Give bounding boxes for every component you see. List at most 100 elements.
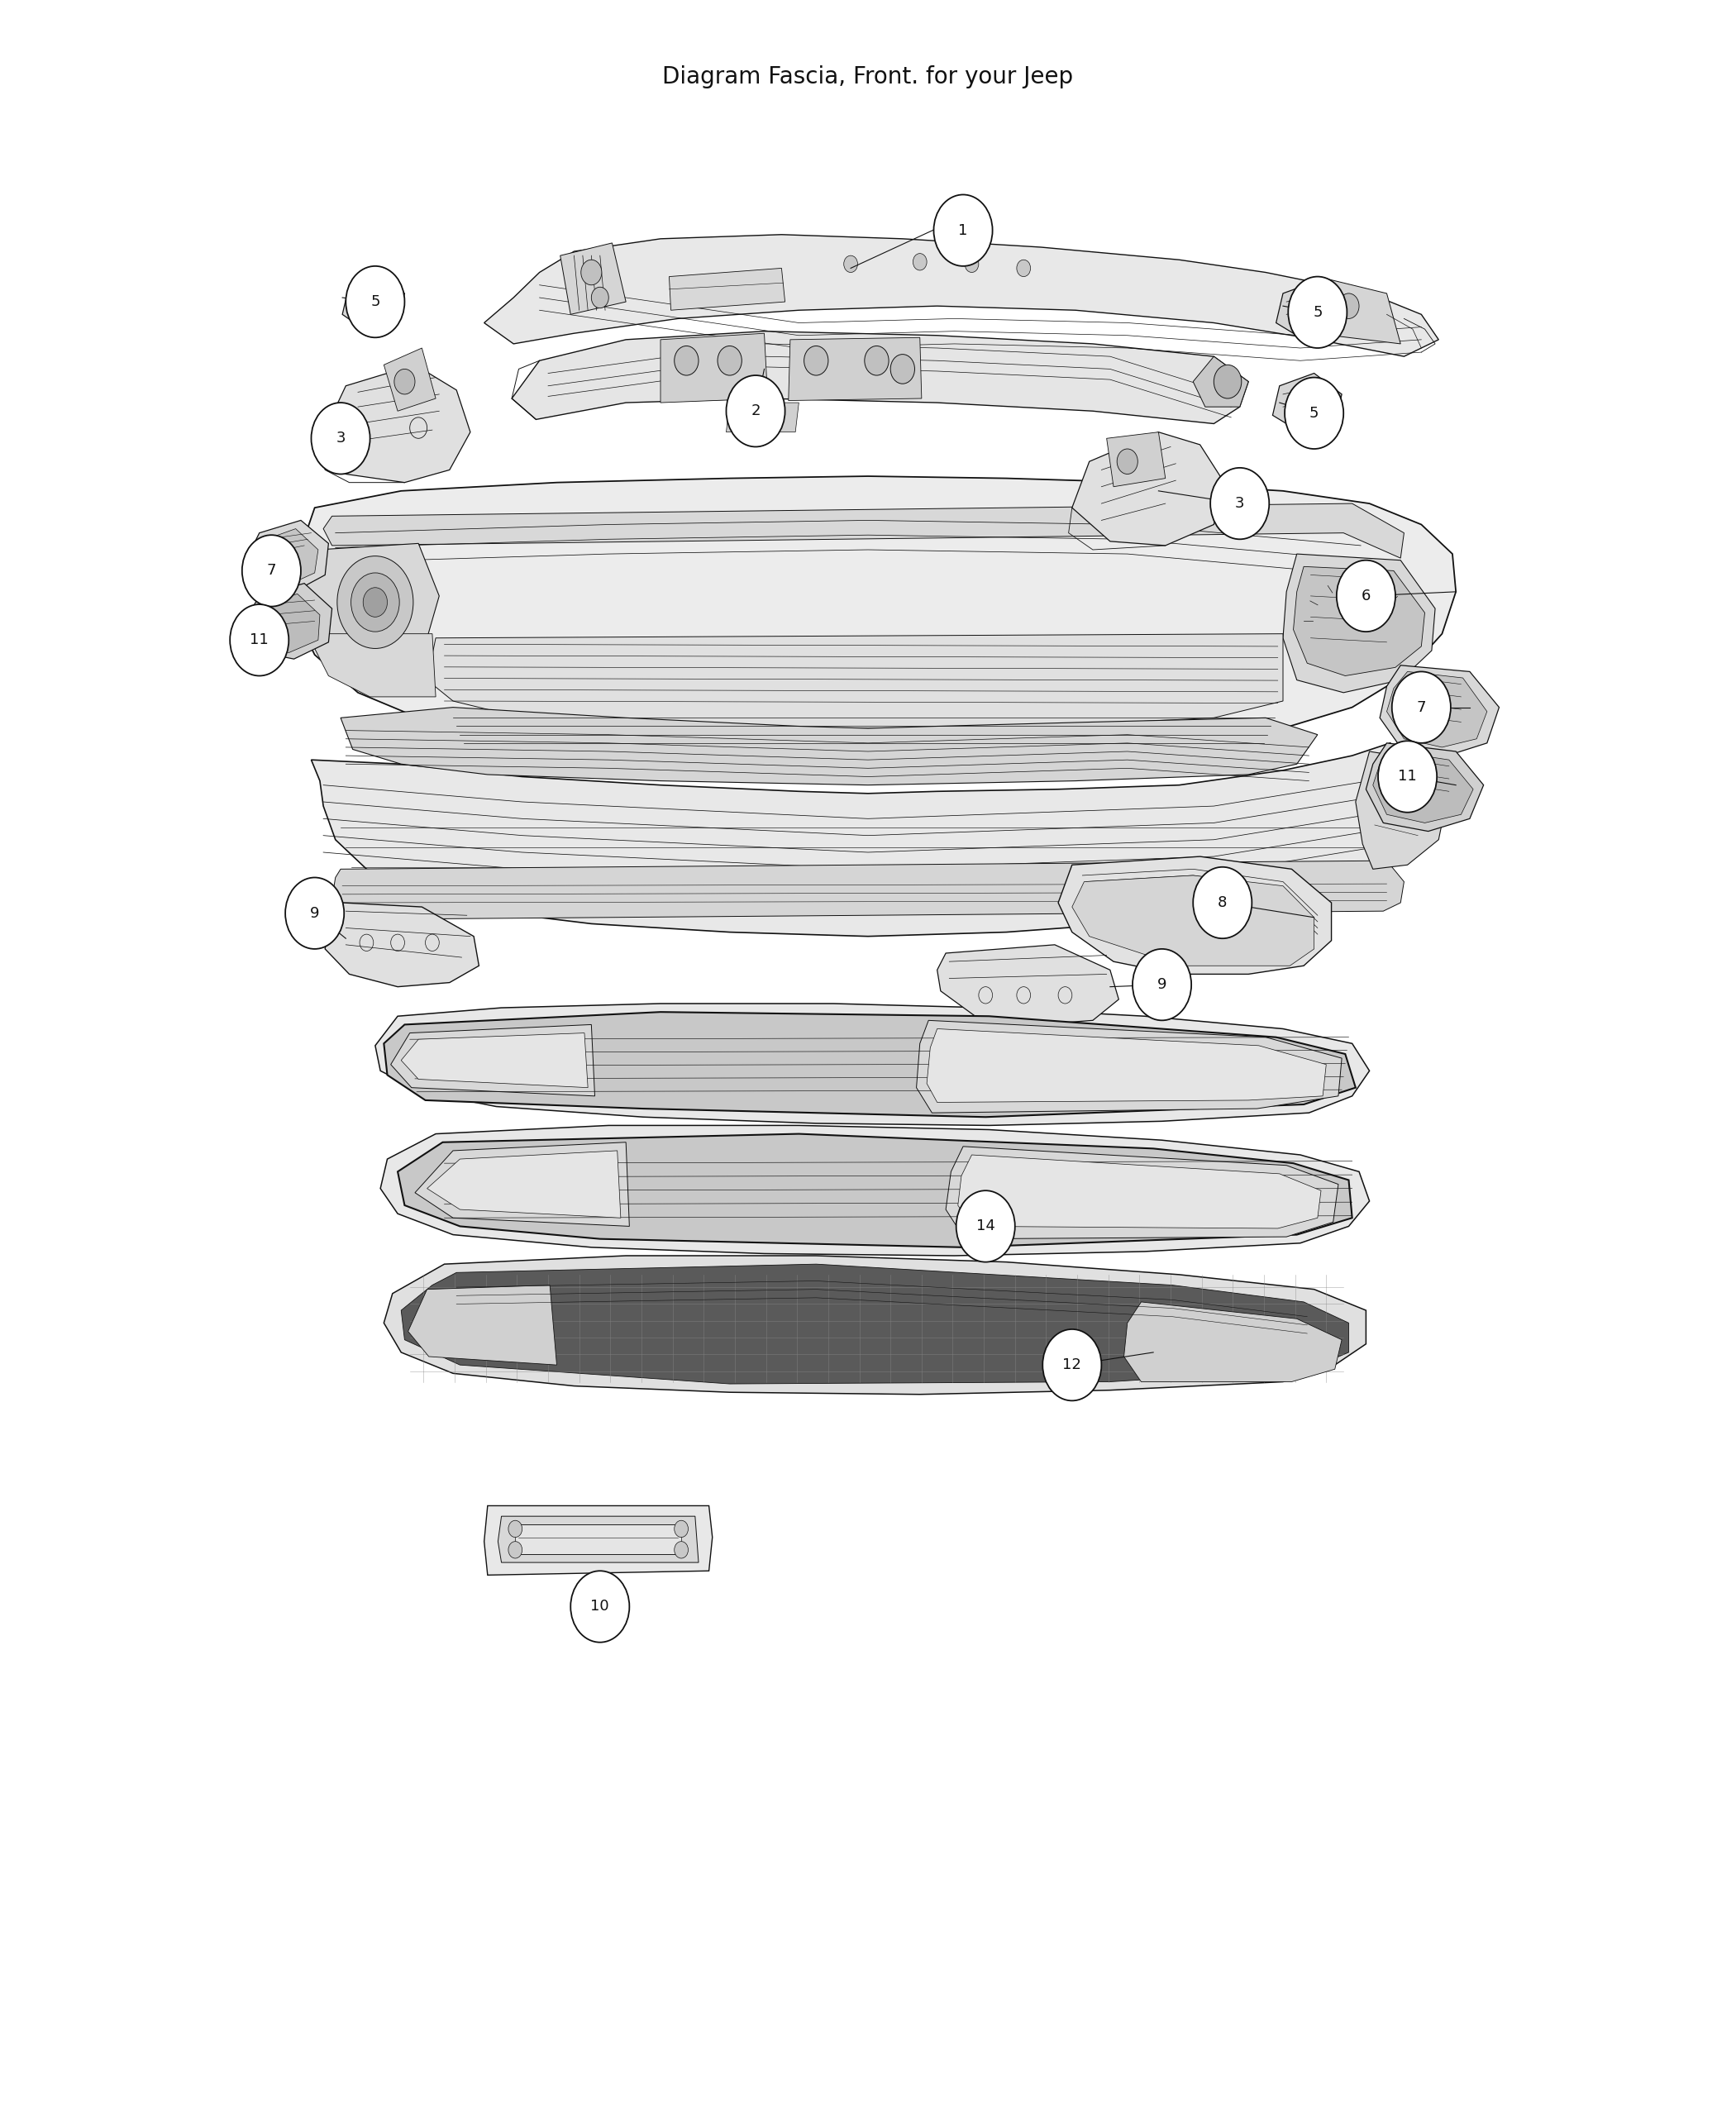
Polygon shape	[917, 1020, 1342, 1113]
Circle shape	[865, 346, 889, 375]
Polygon shape	[1293, 567, 1425, 677]
Circle shape	[241, 535, 300, 607]
Circle shape	[509, 1520, 523, 1537]
Circle shape	[674, 1541, 687, 1558]
Circle shape	[1288, 276, 1347, 348]
Circle shape	[674, 1520, 687, 1537]
Text: 5: 5	[370, 295, 380, 310]
Text: 7: 7	[1417, 700, 1425, 715]
Text: 5: 5	[1309, 405, 1319, 422]
Circle shape	[311, 403, 370, 474]
Polygon shape	[1106, 432, 1165, 487]
Polygon shape	[1283, 554, 1436, 694]
Polygon shape	[384, 1256, 1366, 1393]
Polygon shape	[384, 348, 436, 411]
Text: 3: 3	[1234, 495, 1245, 510]
Polygon shape	[668, 268, 785, 310]
Polygon shape	[1356, 750, 1448, 868]
Polygon shape	[1366, 742, 1484, 831]
Polygon shape	[314, 635, 436, 698]
Circle shape	[844, 255, 858, 272]
Text: 3: 3	[335, 430, 345, 445]
Polygon shape	[946, 1147, 1338, 1240]
Text: 11: 11	[1397, 769, 1417, 784]
Polygon shape	[408, 1286, 557, 1366]
Polygon shape	[340, 708, 1318, 784]
Circle shape	[582, 259, 602, 285]
Polygon shape	[318, 365, 470, 483]
Polygon shape	[398, 1134, 1352, 1248]
Circle shape	[1378, 740, 1437, 812]
Polygon shape	[323, 504, 1404, 559]
Polygon shape	[401, 1265, 1349, 1383]
Polygon shape	[484, 234, 1439, 356]
Circle shape	[891, 354, 915, 384]
Circle shape	[1017, 259, 1031, 276]
Circle shape	[285, 877, 344, 949]
Circle shape	[1285, 377, 1344, 449]
Text: 14: 14	[976, 1218, 995, 1233]
Polygon shape	[937, 944, 1118, 1024]
Polygon shape	[927, 1029, 1326, 1102]
Polygon shape	[391, 1024, 595, 1096]
Text: 2: 2	[752, 403, 760, 419]
Polygon shape	[375, 1003, 1370, 1126]
Polygon shape	[259, 529, 318, 586]
Text: 6: 6	[1361, 588, 1371, 603]
Polygon shape	[1272, 373, 1342, 432]
Circle shape	[913, 253, 927, 270]
Polygon shape	[1073, 432, 1224, 546]
Text: 10: 10	[590, 1600, 609, 1615]
Circle shape	[1043, 1330, 1101, 1400]
Circle shape	[592, 287, 609, 308]
Polygon shape	[252, 594, 319, 653]
Polygon shape	[1318, 276, 1401, 344]
Polygon shape	[325, 902, 479, 987]
Circle shape	[934, 194, 993, 266]
Circle shape	[957, 1191, 1016, 1263]
Circle shape	[1210, 468, 1269, 540]
Polygon shape	[293, 476, 1457, 750]
Text: 1: 1	[958, 223, 967, 238]
Circle shape	[363, 588, 387, 618]
Circle shape	[351, 573, 399, 632]
Circle shape	[509, 1541, 523, 1558]
Circle shape	[1392, 672, 1451, 742]
Circle shape	[1337, 561, 1396, 632]
Polygon shape	[498, 1516, 698, 1562]
Polygon shape	[788, 337, 922, 401]
Polygon shape	[484, 1505, 712, 1575]
Circle shape	[1132, 949, 1191, 1020]
Polygon shape	[415, 1143, 630, 1227]
Text: 5: 5	[1312, 306, 1323, 320]
Polygon shape	[1387, 672, 1488, 746]
Polygon shape	[342, 272, 404, 331]
Polygon shape	[1059, 856, 1332, 974]
Circle shape	[717, 346, 741, 375]
Text: 8: 8	[1217, 896, 1227, 911]
Circle shape	[229, 605, 288, 677]
Polygon shape	[660, 333, 767, 403]
Polygon shape	[516, 1524, 681, 1554]
Text: 9: 9	[1158, 978, 1167, 993]
Text: 7: 7	[267, 563, 276, 578]
Text: 9: 9	[311, 906, 319, 921]
Polygon shape	[311, 742, 1422, 936]
Text: Diagram Fascia, Front. for your Jeep: Diagram Fascia, Front. for your Jeep	[663, 65, 1073, 89]
Circle shape	[753, 407, 774, 432]
Polygon shape	[1123, 1303, 1342, 1381]
Circle shape	[804, 346, 828, 375]
Circle shape	[1213, 365, 1241, 398]
Text: 12: 12	[1062, 1358, 1082, 1372]
Circle shape	[674, 346, 698, 375]
Polygon shape	[958, 1155, 1321, 1229]
Polygon shape	[726, 403, 799, 432]
Polygon shape	[1193, 356, 1248, 407]
Polygon shape	[332, 860, 1404, 919]
Circle shape	[571, 1570, 630, 1642]
Circle shape	[726, 375, 785, 447]
Text: 11: 11	[250, 632, 269, 647]
Polygon shape	[241, 584, 332, 660]
Polygon shape	[380, 1126, 1370, 1256]
Polygon shape	[512, 331, 1248, 424]
